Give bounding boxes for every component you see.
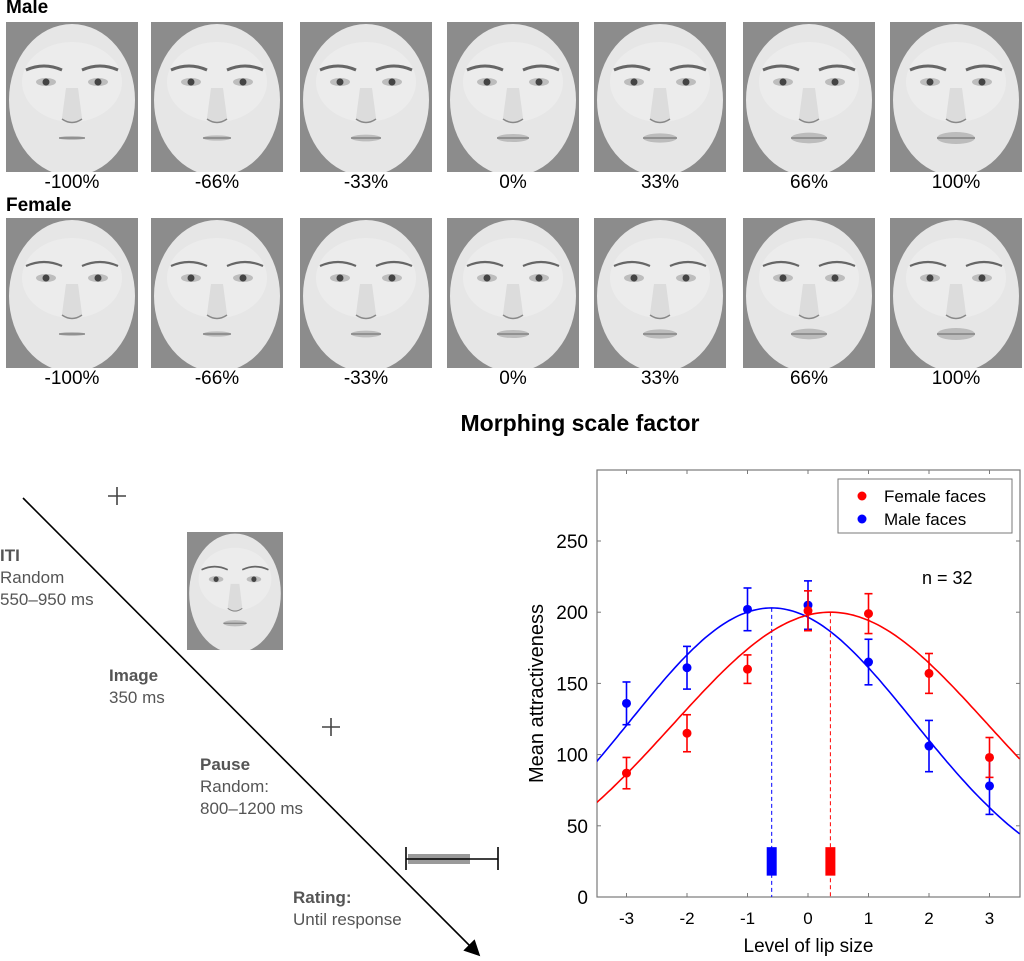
x-tick-label: 1 xyxy=(864,909,873,928)
legend-label: Female faces xyxy=(884,487,986,506)
fit-curve-female-faces xyxy=(597,611,1020,804)
stage-detail: 800–1200 ms xyxy=(200,799,304,818)
male-face-image xyxy=(6,22,138,172)
x-tick-label: -2 xyxy=(679,909,694,928)
data-point xyxy=(622,698,631,708)
y-axis-label: Mean attractiveness xyxy=(526,604,548,783)
stage-detail: Random xyxy=(0,568,65,587)
stage-image: Image 350 ms xyxy=(109,665,165,709)
female-face-image xyxy=(594,218,726,368)
y-tick-label: 150 xyxy=(556,674,588,695)
morph-level-label: -66% xyxy=(194,172,240,193)
morph-level-label: 100% xyxy=(931,172,981,193)
sample-size-annotation: n = 32 xyxy=(922,568,973,588)
x-tick-label: 3 xyxy=(985,909,994,928)
morph-level-label: -100% xyxy=(44,368,100,389)
data-point xyxy=(803,606,813,616)
male-face-image xyxy=(447,22,579,172)
data-point xyxy=(682,728,692,738)
y-tick-label: 200 xyxy=(556,603,588,624)
morph-level-label: -33% xyxy=(343,368,389,389)
morph-level-label: 33% xyxy=(640,368,680,389)
stage-detail: 550–950 ms xyxy=(0,590,94,609)
stage-iti: ITI Random 550–950 ms xyxy=(0,545,94,611)
data-point xyxy=(864,657,873,667)
stage-detail: Until response xyxy=(293,910,402,929)
stimulus-face-image xyxy=(187,532,283,650)
morph-level-label: -100% xyxy=(44,172,100,193)
peak-marker xyxy=(825,847,836,876)
y-tick-label: 0 xyxy=(577,888,588,909)
stage-title: ITI xyxy=(0,546,20,565)
morph-level-label: 100% xyxy=(931,368,981,389)
y-tick-label: 50 xyxy=(567,817,588,838)
morph-level-label: 33% xyxy=(640,172,680,193)
x-axis-label: Level of lip size xyxy=(744,936,874,957)
data-point xyxy=(985,781,994,791)
data-point xyxy=(924,741,934,751)
male-face-image xyxy=(151,22,283,172)
stage-title: Rating: xyxy=(293,888,352,907)
legend-marker xyxy=(857,491,867,501)
stage-title: Pause xyxy=(200,755,251,774)
male-face-image xyxy=(890,22,1022,172)
fit-curve-male-faces xyxy=(597,607,1020,835)
x-tick-label: 0 xyxy=(803,909,812,928)
data-point xyxy=(985,752,994,762)
morph-level-label: 0% xyxy=(499,368,527,389)
stage-title: Image xyxy=(109,666,159,685)
stage-pause: Pause Random: 800–1200 ms xyxy=(200,754,303,820)
morph-level-label: 0% xyxy=(499,172,527,193)
x-tick-label: -3 xyxy=(619,909,634,928)
y-tick-label: 250 xyxy=(556,532,588,553)
data-point xyxy=(682,663,692,673)
data-point xyxy=(743,604,752,614)
female-face-image xyxy=(743,218,875,368)
data-point xyxy=(743,664,752,674)
data-point xyxy=(924,668,934,678)
morph-level-label: -33% xyxy=(343,172,389,193)
x-tick-label: -1 xyxy=(740,909,755,928)
female-face-image xyxy=(151,218,283,368)
male-face-image xyxy=(743,22,875,172)
morph-level-label: -66% xyxy=(194,368,240,389)
female-face-image xyxy=(300,218,432,368)
stage-rating: Rating: Until response xyxy=(293,887,402,931)
data-point xyxy=(622,768,631,778)
male-face-image xyxy=(594,22,726,172)
row-label-female: Female xyxy=(6,195,72,216)
fixation-cross-icon xyxy=(108,487,126,505)
female-face-image xyxy=(447,218,579,368)
legend-marker xyxy=(857,514,867,524)
fixation-cross-icon xyxy=(322,718,340,736)
legend-box xyxy=(837,478,1013,534)
morph-level-label: 66% xyxy=(789,368,829,389)
legend-label: Male faces xyxy=(884,510,966,529)
peak-marker xyxy=(766,847,777,876)
female-face-image xyxy=(890,218,1022,368)
morph-level-label: 66% xyxy=(789,172,829,193)
x-tick-label: 2 xyxy=(924,909,933,928)
morph-axis-title: Morphing scale factor xyxy=(460,410,700,436)
stage-detail: Random: xyxy=(200,777,269,796)
female-face-image xyxy=(6,218,138,368)
timeline-arrow xyxy=(22,497,481,957)
rating-scale-icon xyxy=(405,847,499,870)
data-point xyxy=(864,609,873,619)
male-face-image xyxy=(300,22,432,172)
stage-detail: 350 ms xyxy=(109,688,165,707)
timeline-graphic xyxy=(22,487,499,957)
y-tick-label: 100 xyxy=(556,746,588,767)
row-label-male: Male xyxy=(6,0,49,18)
